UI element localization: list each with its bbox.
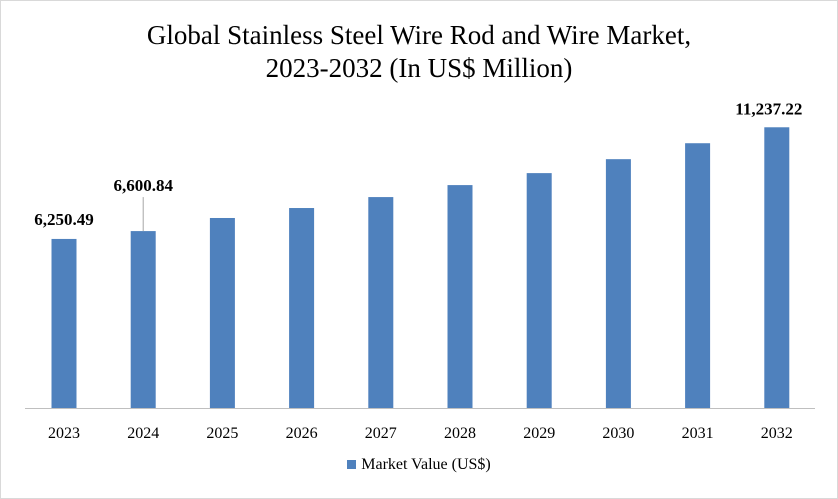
bar-2031 — [685, 143, 711, 408]
x-tick-label: 2028 — [444, 425, 476, 442]
bar-2029 — [526, 173, 552, 408]
bar-2027 — [368, 197, 394, 408]
legend-label: Market Value (US$) — [361, 456, 491, 473]
x-tick-label: 2029 — [523, 425, 555, 442]
bar-2024 — [130, 231, 156, 408]
data-label-2032: 11,237.22 — [735, 99, 802, 118]
x-tick-label: 2031 — [682, 425, 714, 442]
bar-2028 — [447, 185, 473, 408]
x-tick-label: 2025 — [206, 425, 238, 442]
bar-2032 — [764, 127, 790, 408]
chart-title: Global Stainless Steel Wire Rod and Wire… — [1, 19, 837, 85]
bar-2025 — [209, 217, 235, 408]
data-label-2023: 6,250.49 — [34, 210, 94, 229]
x-tick-label: 2023 — [48, 425, 80, 442]
legend-swatch — [347, 460, 357, 469]
legend: Market Value (US$) — [1, 456, 837, 474]
x-tick-label: 2024 — [127, 425, 159, 442]
bar-2026 — [289, 208, 315, 408]
x-tick-label: 2026 — [286, 425, 318, 442]
chart-title-line1: Global Stainless Steel Wire Rod and Wire… — [146, 20, 692, 50]
bar-2030 — [605, 159, 631, 408]
x-tick-label: 2030 — [602, 425, 634, 442]
data-label-2024: 6,600.84 — [113, 176, 173, 195]
x-tick-label: 2027 — [365, 425, 397, 442]
bar-2023 — [51, 238, 77, 408]
chart-title-line2: 2023-2032 (In US$ Million) — [265, 53, 573, 83]
x-tick-label: 2032 — [761, 425, 793, 442]
